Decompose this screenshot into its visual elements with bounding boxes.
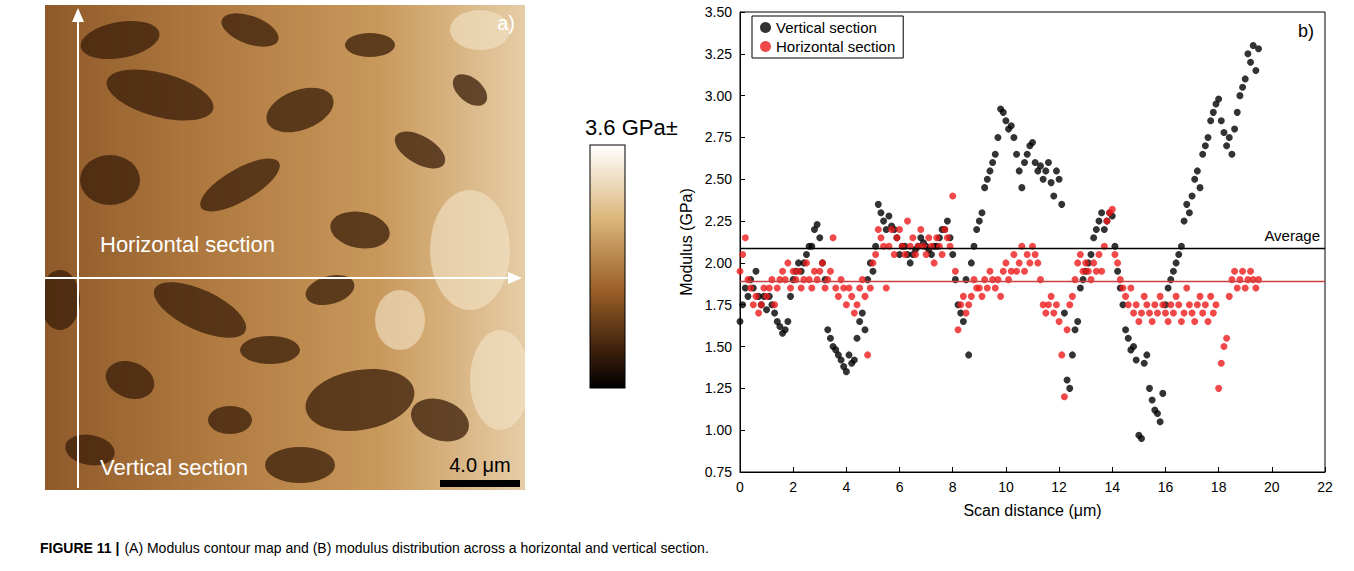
svg-text:2.50: 2.50 — [705, 171, 732, 187]
svg-text:Horizontal section: Horizontal section — [776, 38, 895, 55]
svg-text:10: 10 — [998, 479, 1014, 495]
svg-text:14: 14 — [1104, 479, 1120, 495]
svg-text:0.75: 0.75 — [705, 464, 732, 480]
svg-text:Scan distance (μm): Scan distance (μm) — [963, 502, 1101, 519]
svg-text:2.75: 2.75 — [705, 129, 732, 145]
svg-text:Vertical section: Vertical section — [776, 19, 877, 36]
svg-text:8: 8 — [949, 479, 957, 495]
svg-text:16: 16 — [1158, 479, 1174, 495]
svg-text:0: 0 — [736, 479, 744, 495]
svg-text:Horizontal section: Horizontal section — [100, 232, 275, 257]
svg-text:20: 20 — [1264, 479, 1280, 495]
svg-text:1.25: 1.25 — [705, 380, 732, 396]
svg-text:b): b) — [1298, 21, 1314, 41]
svg-text:18: 18 — [1211, 479, 1227, 495]
svg-text:22: 22 — [1317, 479, 1333, 495]
svg-text:a): a) — [497, 12, 515, 34]
html-text:FIGURE 11 | (A) Modulus contou: FIGURE 11 | (A) Modulus contour map and … — [40, 540, 709, 556]
svg-text:1.75: 1.75 — [705, 297, 732, 313]
svg-text:Vertical section: Vertical section — [100, 455, 248, 480]
svg-text:4.0 μm: 4.0 μm — [449, 454, 511, 476]
svg-text:3.00: 3.00 — [705, 88, 732, 104]
svg-text:Modulus (GPa): Modulus (GPa) — [678, 188, 695, 296]
svg-text:Average: Average — [1264, 227, 1320, 244]
svg-text:12: 12 — [1051, 479, 1067, 495]
svg-text:1.50: 1.50 — [705, 339, 732, 355]
svg-text:3.6 GPa±: 3.6 GPa± — [585, 115, 678, 140]
svg-text:3.50: 3.50 — [705, 4, 732, 20]
svg-text:4: 4 — [842, 479, 850, 495]
svg-text:6: 6 — [896, 479, 904, 495]
svg-text:2.25: 2.25 — [705, 213, 732, 229]
svg-text:1.00: 1.00 — [705, 422, 732, 438]
svg-text:2.00: 2.00 — [705, 255, 732, 271]
svg-text:3.25: 3.25 — [705, 46, 732, 62]
svg-text:2: 2 — [789, 479, 797, 495]
